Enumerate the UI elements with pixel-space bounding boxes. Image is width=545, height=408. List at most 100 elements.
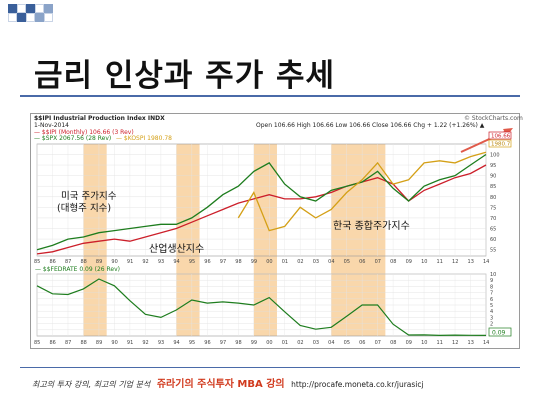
lower-y-tick-8: 9 bbox=[490, 278, 493, 284]
slide-title: 금리 인상과 주가 추세 bbox=[34, 58, 336, 94]
upper-x-tick-0: 85 bbox=[34, 259, 40, 265]
upper-x-tick-28: 13 bbox=[468, 259, 474, 265]
lower-x-tick-17: 02 bbox=[297, 340, 303, 346]
lower-x-tick-22: 07 bbox=[375, 340, 381, 346]
shaded-period-3 bbox=[331, 144, 386, 336]
shaded-period-2 bbox=[253, 144, 277, 336]
upper-x-tick-17: 02 bbox=[297, 259, 303, 265]
lower-x-tick-8: 93 bbox=[158, 340, 164, 346]
upper-x-tick-24: 09 bbox=[406, 259, 412, 265]
title-divider bbox=[20, 95, 520, 97]
upper-x-tick-21: 06 bbox=[359, 259, 365, 265]
upper-x-tick-26: 11 bbox=[437, 259, 443, 265]
lower-x-tick-2: 87 bbox=[65, 340, 71, 346]
lower-y-tick-1: 2 bbox=[490, 322, 493, 328]
upper-y-tick-4: 75 bbox=[490, 205, 496, 211]
annotation-industrial: 산업생산지수 bbox=[149, 242, 204, 255]
lower-last-value: 0.09 bbox=[492, 330, 506, 337]
lower-x-tick-28: 13 bbox=[468, 340, 474, 346]
chart-source: © StockCharts.com bbox=[464, 115, 523, 122]
footer: 최고의 투자 강의, 최고의 기업 분석 쥬라기의 주식투자 MBA 강의 ht… bbox=[32, 375, 532, 390]
chart-ohlc: Open 106.66 High 106.66 Low 106.66 Close… bbox=[256, 122, 485, 129]
upper-x-tick-5: 90 bbox=[111, 259, 117, 265]
upper-y-tick-3: 70 bbox=[490, 216, 496, 222]
lower-y-tick-5: 6 bbox=[490, 297, 493, 303]
annotation-us-index-2: (대형주 지수) bbox=[57, 203, 111, 214]
lower-x-tick-9: 94 bbox=[173, 340, 179, 346]
footer-tagline: 최고의 투자 강의, 최고의 기업 분석 bbox=[32, 380, 151, 389]
upper-x-tick-18: 03 bbox=[313, 259, 319, 265]
lower-x-tick-15: 00 bbox=[266, 340, 272, 346]
upper-y-tick-7: 90 bbox=[490, 174, 496, 180]
series-line-spx bbox=[36, 153, 487, 251]
series-line-kospi bbox=[237, 151, 487, 232]
legend-ipi: — $$IPI (Monthly) 106.66 (3 Rev) bbox=[34, 129, 134, 136]
lower-y-tick-6: 7 bbox=[490, 291, 493, 297]
lower-x-tick-6: 91 bbox=[127, 340, 133, 346]
upper-x-tick-29: 14 bbox=[483, 259, 489, 265]
lower-x-tick-3: 88 bbox=[80, 340, 86, 346]
chart-header: $$IPI Industrial Production Index INDX 1… bbox=[31, 114, 523, 144]
annotation-us-index-1: 미국 주가지수 bbox=[61, 191, 117, 202]
lower-x-tick-7: 92 bbox=[142, 340, 148, 346]
upper-y-tick-5: 80 bbox=[490, 195, 496, 201]
lower-x-tick-1: 86 bbox=[49, 340, 55, 346]
chart-date: 1-Nov-2014 bbox=[34, 122, 69, 129]
upper-x-tick-25: 10 bbox=[421, 259, 427, 265]
lower-x-tick-27: 12 bbox=[452, 340, 458, 346]
lower-y-tick-2: 3 bbox=[490, 315, 493, 321]
lower-x-tick-13: 98 bbox=[235, 340, 241, 346]
lower-x-tick-18: 03 bbox=[313, 340, 319, 346]
upper-x-tick-15: 00 bbox=[266, 259, 272, 265]
upper-x-tick-1: 86 bbox=[49, 259, 55, 265]
lower-x-tick-5: 90 bbox=[111, 340, 117, 346]
upper-x-tick-19: 04 bbox=[328, 259, 334, 265]
upper-x-tick-20: 05 bbox=[344, 259, 350, 265]
lower-x-tick-25: 10 bbox=[421, 340, 427, 346]
lower-legend: — $$FEDRATE 0.09 (26 Rev) bbox=[35, 266, 120, 273]
lower-x-tick-24: 09 bbox=[406, 340, 412, 346]
upper-x-tick-6: 91 bbox=[127, 259, 133, 265]
upper-x-tick-9: 94 bbox=[173, 259, 179, 265]
lower-x-tick-4: 89 bbox=[96, 340, 102, 346]
lower-x-tick-14: 99 bbox=[251, 340, 257, 346]
upper-x-tick-10: 95 bbox=[189, 259, 195, 265]
lower-y-tick-3: 4 bbox=[490, 309, 493, 315]
decorative-squares bbox=[8, 4, 53, 22]
upper-y-tick-1: 60 bbox=[490, 237, 496, 243]
lower-x-tick-11: 96 bbox=[204, 340, 210, 346]
upper-x-tick-4: 89 bbox=[96, 259, 102, 265]
upper-x-tick-12: 97 bbox=[220, 259, 226, 265]
shaded-period-0 bbox=[83, 144, 107, 336]
upper-x-tick-16: 01 bbox=[282, 259, 288, 265]
series-line-fedrate bbox=[36, 278, 487, 337]
kospi-last-label: 1980.7 bbox=[491, 142, 511, 148]
lower-x-tick-21: 06 bbox=[359, 340, 365, 346]
upper-x-tick-27: 12 bbox=[452, 259, 458, 265]
upper-y-tick-9: 100 bbox=[490, 152, 500, 158]
annotation-korea-index: 한국 종합주가지수 bbox=[333, 220, 410, 232]
lower-x-tick-20: 05 bbox=[344, 340, 350, 346]
upper-x-tick-7: 92 bbox=[142, 259, 148, 265]
upper-x-tick-2: 87 bbox=[65, 259, 71, 265]
ipi-last-label: 106.66 bbox=[491, 134, 511, 140]
upper-x-tick-22: 07 bbox=[375, 259, 381, 265]
footer-brand: 쥬라기의 주식투자 MBA 강의 bbox=[156, 379, 285, 390]
upper-x-tick-8: 93 bbox=[158, 259, 164, 265]
lower-x-tick-26: 11 bbox=[437, 340, 443, 346]
lower-x-tick-0: 85 bbox=[34, 340, 40, 346]
footer-divider bbox=[20, 367, 520, 368]
shaded-period-1 bbox=[176, 144, 200, 336]
lower-x-tick-16: 01 bbox=[282, 340, 288, 346]
lower-y-tick-7: 8 bbox=[490, 284, 493, 290]
stock-chart: $$IPI Industrial Production Index INDX 1… bbox=[30, 113, 523, 349]
lower-x-tick-12: 97 bbox=[220, 340, 226, 346]
footer-url[interactable]: http://procafe.moneta.co.kr/jurasicj bbox=[291, 380, 424, 389]
lower-x-tick-10: 95 bbox=[189, 340, 195, 346]
legend-kospi: — $KOSPI 1980.78 bbox=[116, 135, 172, 142]
lower-y-tick-9: 10 bbox=[490, 272, 496, 278]
chart-canvas: 8585868687878888898990909191929293939494… bbox=[34, 128, 513, 346]
upper-x-tick-13: 98 bbox=[235, 259, 241, 265]
upper-x-tick-14: 99 bbox=[251, 259, 257, 265]
chart-symbol: $$IPI Industrial Production Index INDX bbox=[34, 115, 165, 122]
